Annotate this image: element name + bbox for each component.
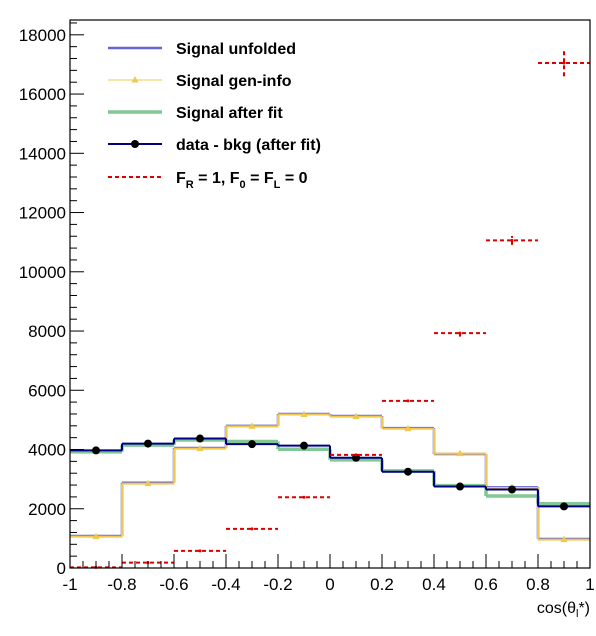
y-tick-label: 16000 [19, 85, 66, 104]
axes-layer: -1 -0.8 -0.6 -0.4 -0.2 0 0.2 0.4 0.6 0.8 102000400… [19, 20, 595, 620]
data-point-2 [196, 435, 204, 443]
legend-label: FR = 1, F0 = FL = 0 [176, 170, 308, 191]
data-point-7 [456, 483, 464, 491]
x-tick-label: -0.2 [263, 575, 292, 594]
legend-label-part: data - bkg (after fit) [176, 137, 321, 154]
data-point-8 [508, 486, 516, 494]
x-axis-title: cos(θl*) [537, 600, 590, 620]
x-axis-title-part: cos(θ [537, 600, 576, 617]
model-center-3 [251, 527, 254, 530]
series-0 [70, 414, 590, 539]
legend-label-part: F [176, 170, 186, 187]
series-layer [70, 50, 590, 569]
legend-item-2: Signal after fit [108, 105, 283, 122]
data-point-0 [92, 446, 100, 454]
y-tick-label: 4000 [28, 441, 66, 460]
data-point-3 [248, 440, 256, 448]
model-center-2 [199, 549, 202, 552]
y-tick-label: 6000 [28, 381, 66, 400]
x-tick-label: 1 [585, 575, 594, 594]
legend-label-part: Signal unfolded [176, 41, 296, 58]
model-center-6 [407, 399, 410, 402]
data-point-9 [560, 502, 568, 510]
legend-label: Signal after fit [176, 105, 283, 122]
legend-label-part: Signal gen-info [176, 73, 292, 90]
legend: Signal unfolded Signal gen-info Signal aft… [108, 41, 321, 191]
legend-label-part: = 1, F [194, 170, 240, 187]
y-tick-label: 10000 [19, 263, 66, 282]
series-1 [70, 411, 590, 543]
y-tick-label: 14000 [19, 144, 66, 163]
model-center-8 [511, 239, 514, 242]
y-tick-label: 12000 [19, 204, 66, 223]
legend-label-part: = F [246, 170, 274, 187]
legend-marker [132, 76, 139, 83]
legend-marker [131, 140, 139, 148]
y-tick-label: 0 [57, 559, 66, 578]
legend-label-part: = 0 [280, 170, 307, 187]
x-tick-label: 0 [325, 575, 334, 594]
data-point-4 [300, 442, 308, 450]
x-tick-label: 0.2 [370, 575, 394, 594]
data-point-6 [404, 468, 412, 476]
legend-label: Signal unfolded [176, 41, 296, 58]
y-tick-label: 8000 [28, 322, 66, 341]
model-center-5 [355, 453, 358, 456]
legend-item-0: Signal unfolded [108, 41, 296, 58]
model-center-4 [303, 496, 306, 499]
x-axis-title-part: *) [578, 600, 590, 617]
legend-label: data - bkg (after fit) [176, 137, 321, 154]
model-center-9 [563, 61, 566, 64]
legend-item-3: data - bkg (after fit) [108, 137, 321, 154]
x-tick-label: 0.6 [474, 575, 498, 594]
x-tick-label: -0.4 [211, 575, 240, 594]
y-tick-label: 2000 [28, 500, 66, 519]
legend-item-1: Signal gen-info [108, 73, 292, 90]
x-tick-label: 0.4 [422, 575, 446, 594]
x-tick-label: 0.8 [526, 575, 550, 594]
model-center-7 [459, 332, 462, 335]
x-tick-label: -0.6 [159, 575, 188, 594]
legend-item-4: FR = 1, F0 = FL = 0 [108, 170, 308, 191]
y-tick-label: 18000 [19, 26, 66, 45]
legend-label-part: R [186, 179, 194, 191]
legend-label: Signal gen-info [176, 73, 292, 90]
legend-label-part: Signal after fit [176, 105, 283, 122]
x-tick-label: -0.8 [107, 575, 136, 594]
data-point-1 [144, 440, 152, 448]
series-3 [70, 435, 590, 511]
